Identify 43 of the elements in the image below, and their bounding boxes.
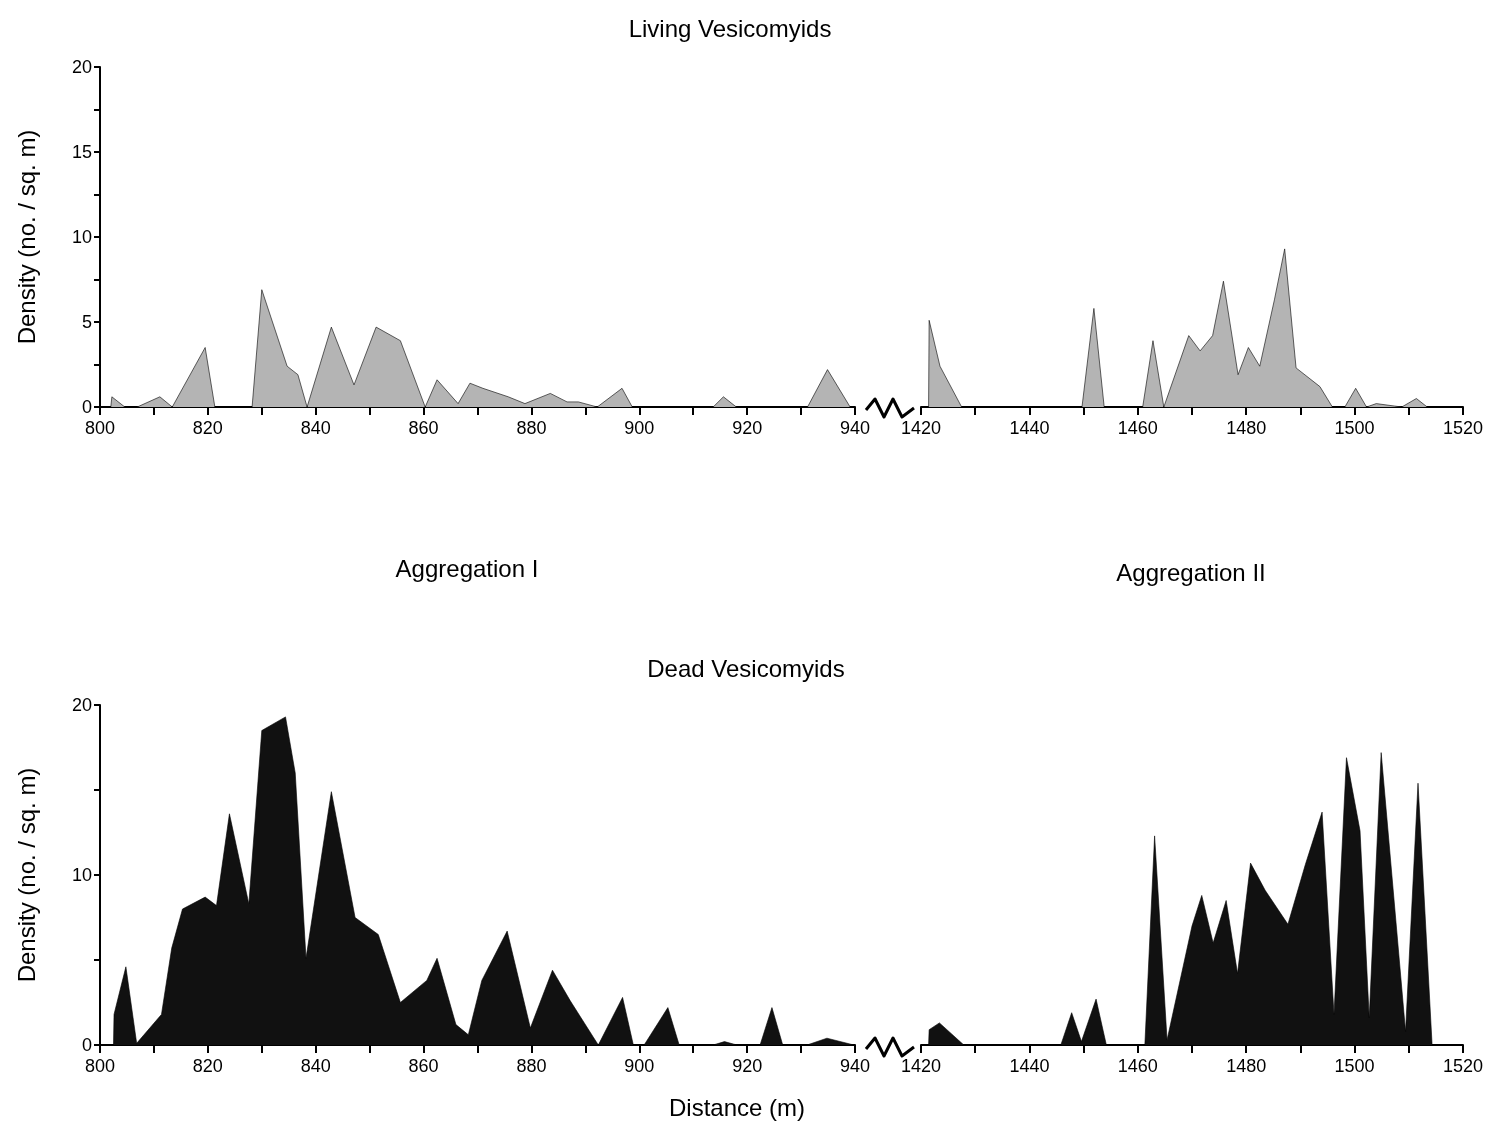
x-tick-label: 820 <box>192 1056 223 1076</box>
x-tick-label: 840 <box>300 1056 331 1076</box>
y-axis-title: Density (no. / sq. m) <box>12 767 40 983</box>
x-axis-title: Distance (m) <box>668 1093 806 1121</box>
y-tick-label: 10 <box>71 865 92 885</box>
y-tick-label: 5 <box>81 312 92 332</box>
y-tick-label: 15 <box>71 142 92 162</box>
x-tick-label: 880 <box>516 1056 547 1076</box>
text: Aggregation I <box>395 554 539 582</box>
x-tick-label: 1460 <box>1117 1056 1158 1076</box>
y-tick-label: 0 <box>81 1035 92 1055</box>
x-tick-label: 1440 <box>1009 418 1050 438</box>
x-tick-label: 840 <box>300 418 331 438</box>
x-tick-label: 800 <box>84 1056 116 1076</box>
x-tick-label: 1420 <box>900 1056 942 1076</box>
x-tick-label: 1480 <box>1226 1056 1267 1076</box>
y-tick-label: 20 <box>71 57 92 77</box>
y-axis-title: Density (no. / sq. m) <box>12 129 40 345</box>
x-tick-label: 940 <box>839 418 871 438</box>
x-tick-label: 860 <box>408 418 439 438</box>
y-tick-label: 10 <box>71 227 92 247</box>
x-tick-label: 1440 <box>1009 1056 1050 1076</box>
x-tick-label: 900 <box>624 418 655 438</box>
x-tick-label: 900 <box>624 1056 655 1076</box>
x-tick-label: 940 <box>839 1056 871 1076</box>
x-tick-label: 1500 <box>1334 1056 1375 1076</box>
x-tick-label: 920 <box>732 418 763 438</box>
chart-title: Dead Vesicomyids <box>647 654 845 682</box>
x-tick-label: 1520 <box>1442 1056 1484 1076</box>
chart-title: Living Vesicomyids <box>628 14 832 42</box>
x-tick-label: 1500 <box>1334 418 1375 438</box>
x-tick-label: 920 <box>732 1056 763 1076</box>
x-tick-label: 820 <box>192 418 223 438</box>
text: Aggregation II <box>1116 558 1266 586</box>
x-tick-label: 1520 <box>1442 418 1484 438</box>
y-tick-label: 0 <box>81 397 92 417</box>
x-tick-label: 800 <box>84 418 116 438</box>
x-tick-label: 1420 <box>900 418 942 438</box>
x-tick-label: 880 <box>516 418 547 438</box>
x-tick-label: 860 <box>408 1056 439 1076</box>
x-tick-label: 1460 <box>1117 418 1158 438</box>
y-tick-label: 20 <box>71 695 92 715</box>
x-tick-label: 1480 <box>1226 418 1267 438</box>
